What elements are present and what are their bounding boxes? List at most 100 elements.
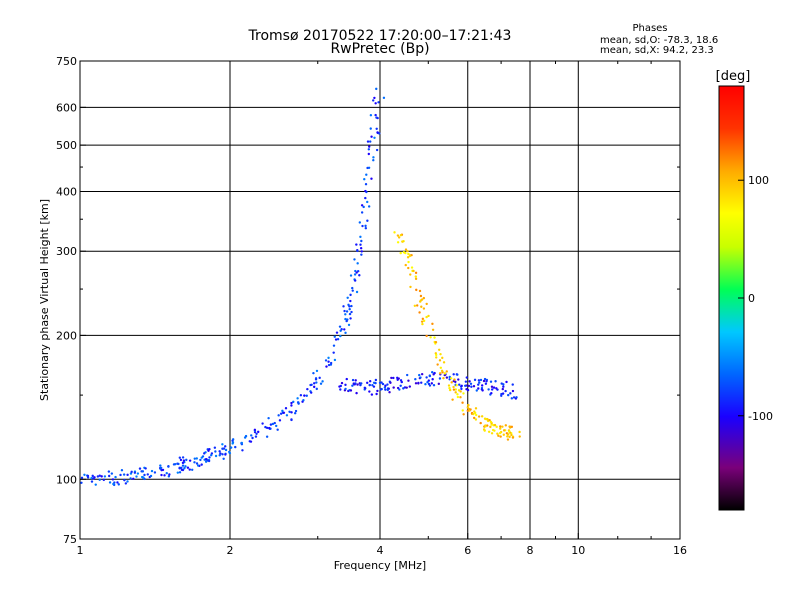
data-point	[338, 325, 342, 328]
data-point	[414, 275, 418, 278]
data-point	[501, 392, 505, 395]
data-point	[466, 409, 469, 412]
colorbar: [deg] 100 0 -100	[716, 69, 773, 511]
data-point	[368, 379, 372, 383]
data-point	[327, 360, 330, 363]
data-point	[508, 425, 511, 428]
data-point	[351, 378, 355, 382]
data-point	[474, 418, 478, 421]
data-point	[379, 388, 382, 391]
data-point	[366, 200, 369, 204]
data-point	[98, 474, 101, 477]
data-point	[479, 378, 483, 382]
data-point	[477, 387, 480, 390]
data-point	[178, 456, 182, 459]
x-tick-label: 4	[377, 544, 384, 557]
data-point	[309, 383, 312, 387]
data-point	[418, 373, 421, 377]
data-point	[293, 412, 297, 415]
data-point	[357, 269, 360, 273]
data-point	[90, 480, 94, 483]
data-point	[349, 299, 352, 303]
data-point	[355, 243, 358, 246]
data-point	[199, 458, 202, 462]
data-point	[355, 391, 358, 395]
data-point	[313, 382, 316, 385]
data-point	[302, 399, 305, 402]
data-point	[344, 331, 347, 335]
data-point	[370, 135, 373, 138]
data-point	[207, 459, 211, 463]
data-point	[489, 380, 493, 383]
data-point	[434, 353, 438, 357]
data-point	[94, 483, 97, 486]
data-point	[183, 467, 186, 470]
data-point	[132, 477, 135, 480]
data-point	[495, 425, 498, 429]
data-point	[363, 177, 366, 181]
data-point	[290, 418, 293, 422]
data-point	[380, 381, 383, 384]
data-point	[364, 224, 367, 228]
data-point	[450, 381, 453, 384]
data-point	[339, 388, 342, 391]
data-point	[409, 273, 412, 276]
data-point	[275, 424, 278, 428]
data-point	[375, 392, 378, 396]
data-point	[297, 402, 300, 405]
data-point	[294, 409, 298, 413]
data-point	[146, 473, 149, 476]
y-tick-label: 600	[56, 101, 77, 114]
data-point	[333, 358, 337, 362]
data-point	[417, 382, 420, 385]
data-point	[508, 430, 511, 433]
data-point	[250, 434, 253, 437]
data-point	[339, 329, 342, 332]
data-point	[129, 477, 132, 480]
data-point	[224, 448, 228, 452]
data-point	[249, 440, 253, 443]
data-point	[364, 196, 367, 200]
data-point	[167, 465, 170, 468]
data-point	[188, 468, 191, 471]
data-point	[167, 475, 171, 478]
y-tick-label: 500	[56, 139, 77, 152]
data-point	[419, 376, 422, 379]
data-point	[425, 376, 428, 379]
data-point	[150, 469, 154, 473]
data-point	[290, 404, 293, 407]
data-point	[510, 425, 514, 429]
data-point	[399, 251, 402, 255]
plot-area: 1 2 4 6 8 10 16 75 100 200 300 400 500 600 750	[56, 55, 687, 557]
data-point	[372, 159, 375, 162]
data-point	[268, 426, 271, 430]
data-point	[191, 468, 194, 471]
data-point	[414, 378, 417, 381]
data-point	[358, 221, 362, 224]
data-point	[473, 378, 477, 382]
data-point	[348, 307, 351, 311]
data-point	[468, 380, 471, 383]
data-point	[234, 445, 237, 449]
data-point	[364, 189, 367, 193]
data-point	[510, 397, 514, 400]
data-point	[315, 381, 318, 384]
data-point	[439, 366, 443, 369]
data-point	[241, 449, 244, 452]
data-point	[93, 476, 96, 479]
data-point	[507, 393, 510, 397]
data-point	[176, 471, 180, 474]
data-point	[336, 337, 340, 341]
x-tick-label: 8	[527, 544, 534, 557]
y-tick-label: 400	[56, 185, 77, 198]
data-point	[515, 396, 518, 399]
data-point	[465, 376, 468, 379]
data-point	[182, 459, 186, 462]
data-point	[360, 250, 363, 253]
data-point	[359, 235, 362, 239]
data-point	[181, 468, 185, 472]
data-point	[484, 425, 487, 428]
data-point	[251, 436, 254, 440]
data-point	[374, 102, 377, 105]
data-point	[344, 313, 347, 316]
